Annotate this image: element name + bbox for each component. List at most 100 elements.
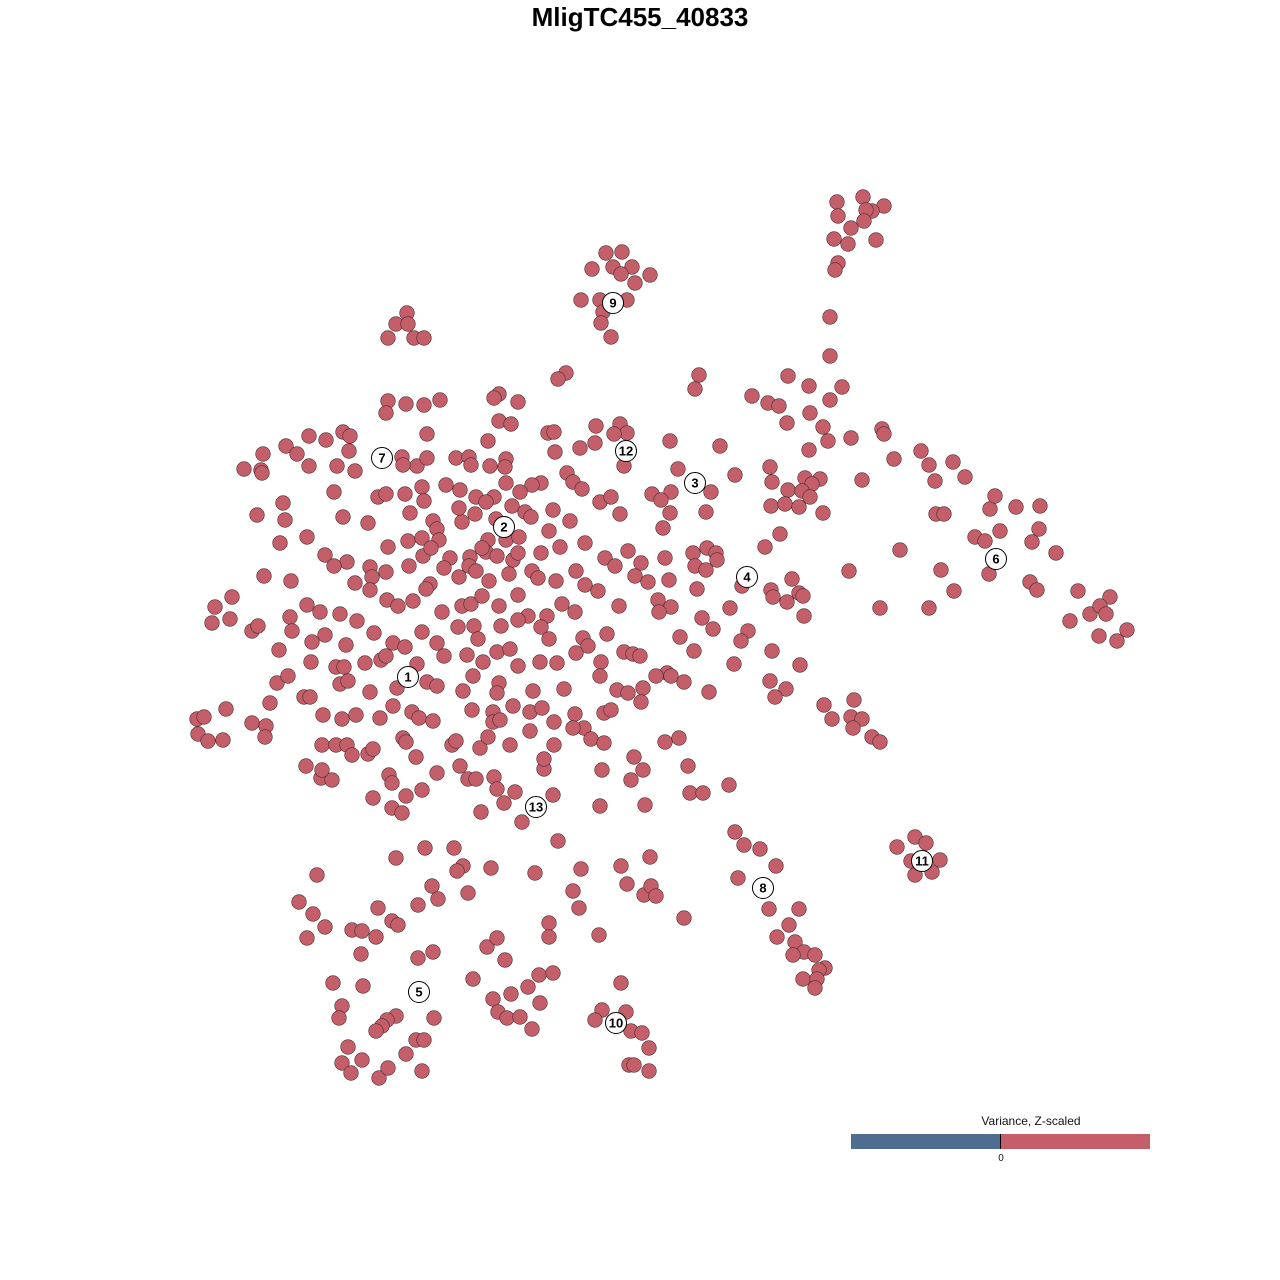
data-point [1070, 583, 1086, 599]
data-point [497, 459, 513, 475]
data-point [680, 758, 696, 774]
chart-title: MligTC455_40833 [531, 2, 749, 32]
cluster-label-5: 5 [408, 981, 430, 1003]
cluster-label-text: 7 [378, 451, 385, 466]
data-point [768, 858, 784, 874]
data-point [436, 560, 452, 576]
data-point [889, 839, 905, 855]
data-point [653, 492, 669, 508]
data-point [244, 715, 260, 731]
cluster-label-text: 1 [404, 670, 411, 685]
data-point [416, 1032, 432, 1048]
data-point [483, 860, 499, 876]
data-point [360, 515, 376, 531]
data-point [1024, 534, 1040, 550]
data-point [400, 316, 416, 332]
data-point [712, 438, 728, 454]
data-point [802, 489, 818, 505]
data-point [497, 952, 513, 968]
data-point [298, 758, 314, 774]
data-point [353, 946, 369, 962]
data-point [987, 488, 1003, 504]
data-point [671, 730, 687, 746]
data-point [301, 458, 317, 474]
data-point [843, 430, 859, 446]
data-point [282, 609, 298, 625]
cluster-label-9: 9 [602, 292, 624, 314]
data-point [577, 535, 593, 551]
cluster-label-text: 13 [529, 800, 543, 815]
data-point [364, 569, 380, 585]
data-point [826, 231, 842, 247]
data-point [398, 734, 414, 750]
data-point [339, 554, 355, 570]
data-point [662, 505, 678, 521]
data-point [423, 540, 439, 556]
data-point [593, 315, 609, 331]
data-point [414, 1063, 430, 1079]
data-point [744, 388, 760, 404]
data-point [224, 589, 240, 605]
data-point [565, 720, 581, 736]
cluster-label-badge [684, 472, 706, 494]
cluster-label-text: 8 [759, 881, 766, 896]
data-point [781, 917, 797, 933]
data-point [463, 457, 479, 473]
data-point [478, 494, 494, 510]
data-point [550, 371, 566, 387]
data-point [592, 798, 608, 814]
data-point [355, 978, 371, 994]
data-point [489, 685, 505, 701]
data-point [568, 645, 584, 661]
data-point [655, 520, 671, 536]
data-point [856, 213, 872, 229]
data-point [448, 450, 464, 466]
data-point [299, 597, 315, 613]
data-point [489, 548, 505, 564]
data-point [523, 509, 539, 525]
data-point [549, 655, 565, 671]
data-point [280, 668, 296, 684]
data-point [429, 678, 445, 694]
data-point [450, 619, 466, 635]
data-point [620, 543, 636, 559]
cluster-label-badge [397, 666, 419, 688]
data-point [752, 841, 768, 857]
data-point [957, 469, 973, 485]
data-point [489, 930, 505, 946]
data-point [482, 458, 498, 474]
data-point [573, 861, 589, 877]
data-point [366, 625, 382, 641]
data-point [414, 782, 430, 798]
cluster-label-badge [408, 981, 430, 1003]
data-point [1031, 521, 1047, 537]
data-point [545, 502, 561, 518]
data-point [277, 512, 293, 528]
data-point [452, 758, 468, 774]
data-point [452, 482, 468, 498]
data-point [946, 583, 962, 599]
cluster-label-text: 5 [415, 985, 422, 1000]
data-point [385, 698, 401, 714]
data-point [410, 897, 426, 913]
data-point [603, 702, 619, 718]
data-point [524, 1021, 540, 1037]
data-point [627, 568, 643, 584]
data-point [372, 710, 388, 726]
data-point [215, 732, 231, 748]
data-point [502, 641, 518, 657]
data-point [536, 751, 552, 767]
data-point [694, 610, 710, 626]
cluster-label-text: 4 [743, 570, 751, 585]
data-point [414, 624, 430, 640]
data-point [324, 772, 340, 788]
data-point [691, 367, 707, 383]
data-point [872, 600, 888, 616]
data-point [283, 573, 299, 589]
data-point [661, 572, 677, 588]
cluster-label-badge [371, 447, 393, 469]
data-point [257, 729, 273, 745]
data-point [466, 618, 482, 634]
data-point [362, 684, 378, 700]
